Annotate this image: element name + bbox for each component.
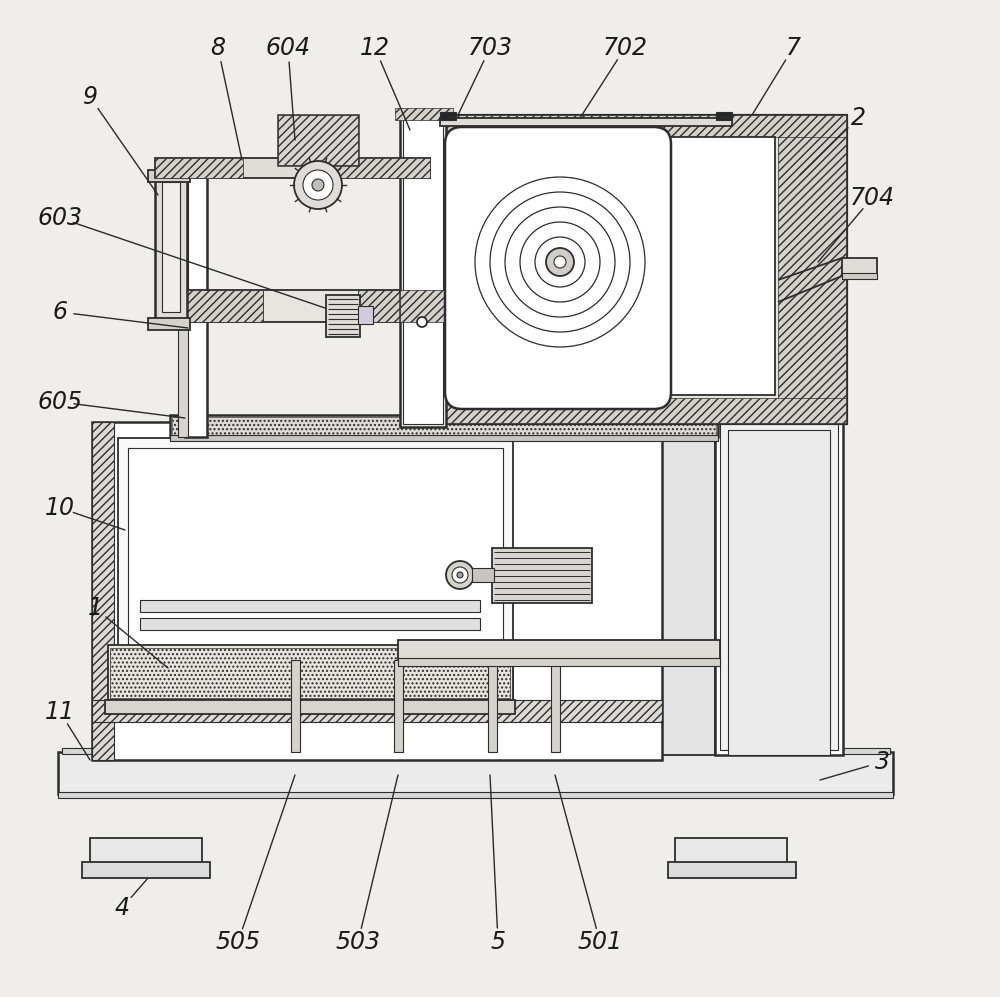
Text: 603: 603	[38, 206, 82, 230]
Bar	[472, 568, 494, 582]
Bar	[128, 448, 503, 696]
Bar	[172, 417, 716, 435]
Circle shape	[452, 567, 468, 583]
Bar	[668, 862, 796, 878]
Bar	[185, 290, 263, 322]
Text: 4: 4	[114, 896, 130, 920]
Text: 7: 7	[786, 36, 800, 60]
Circle shape	[417, 317, 427, 327]
Bar	[400, 115, 446, 427]
Bar	[418, 115, 450, 423]
Text: 1: 1	[88, 596, 103, 620]
Bar	[358, 290, 425, 322]
Circle shape	[554, 256, 566, 268]
Bar	[551, 660, 560, 752]
Bar	[842, 273, 877, 279]
Bar	[488, 660, 497, 752]
Text: 703: 703	[468, 36, 512, 60]
Text: 503: 503	[336, 930, 380, 954]
Bar	[148, 170, 190, 182]
Bar	[440, 112, 456, 120]
Bar	[278, 115, 358, 165]
Bar	[110, 648, 510, 698]
Circle shape	[446, 561, 474, 589]
Circle shape	[303, 170, 333, 200]
Bar	[178, 175, 188, 437]
Bar	[398, 658, 720, 666]
Bar	[398, 640, 720, 660]
Bar	[170, 415, 718, 437]
Bar	[778, 115, 846, 423]
Bar	[148, 318, 190, 330]
Bar	[395, 108, 453, 120]
Bar	[418, 398, 846, 423]
Bar	[162, 182, 180, 312]
Bar	[394, 660, 403, 752]
Bar	[155, 158, 243, 178]
Bar	[291, 660, 300, 752]
Bar	[450, 137, 775, 395]
Bar	[358, 306, 373, 324]
Bar	[92, 422, 662, 760]
Text: 702: 702	[602, 36, 648, 60]
Bar	[716, 112, 732, 120]
Text: 6: 6	[52, 300, 68, 324]
Bar	[170, 435, 718, 441]
Text: 3: 3	[874, 750, 890, 774]
Bar	[326, 295, 360, 337]
Text: 8: 8	[210, 36, 226, 60]
Bar	[155, 158, 430, 178]
Bar	[660, 425, 715, 755]
Bar	[140, 618, 480, 630]
Bar	[140, 600, 480, 612]
Circle shape	[546, 248, 574, 276]
Text: 5: 5	[490, 930, 506, 954]
Bar	[278, 115, 358, 165]
Text: 12: 12	[360, 36, 390, 60]
Text: 2: 2	[850, 106, 866, 130]
Text: 505: 505	[216, 930, 260, 954]
Bar	[58, 752, 893, 794]
Text: 704: 704	[850, 186, 895, 210]
Bar	[185, 175, 207, 437]
Text: 10: 10	[45, 496, 75, 520]
Bar	[108, 645, 513, 700]
Bar	[418, 115, 846, 137]
Text: 501: 501	[578, 930, 622, 954]
Bar	[62, 748, 890, 754]
Bar	[492, 548, 592, 603]
Circle shape	[457, 572, 463, 578]
Bar	[82, 862, 210, 878]
Bar	[842, 258, 877, 276]
Text: 604: 604	[266, 36, 310, 60]
Bar	[118, 438, 513, 706]
Bar	[720, 145, 838, 750]
Bar	[310, 158, 430, 178]
Bar	[90, 838, 202, 866]
Bar	[403, 118, 443, 424]
Bar	[105, 700, 515, 714]
Bar	[728, 430, 830, 755]
Text: 11: 11	[45, 700, 75, 724]
Bar	[92, 700, 662, 722]
Bar	[675, 838, 787, 866]
Bar	[418, 115, 846, 423]
FancyBboxPatch shape	[445, 127, 671, 409]
Text: 9: 9	[82, 85, 98, 109]
Bar	[400, 290, 446, 322]
Bar	[715, 140, 843, 755]
Bar	[440, 118, 732, 126]
Circle shape	[294, 161, 342, 209]
Circle shape	[312, 179, 324, 191]
Bar	[185, 290, 425, 322]
Bar	[58, 792, 893, 798]
Bar	[92, 422, 114, 760]
Text: 605: 605	[38, 390, 82, 414]
Bar	[155, 175, 187, 323]
